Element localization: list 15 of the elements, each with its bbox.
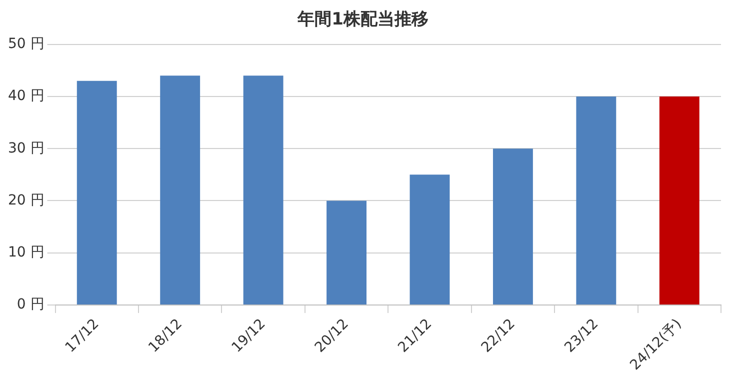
bar	[659, 96, 700, 304]
bar	[326, 200, 366, 304]
y-tick-label: 40 円	[8, 88, 44, 104]
y-tick-label: 30 円	[8, 140, 44, 156]
y-tick-label: 50 円	[8, 36, 44, 52]
chart-title: 年間1株配当推移	[296, 10, 428, 30]
bar	[76, 80, 117, 304]
bar	[160, 76, 200, 304]
bar	[576, 96, 616, 304]
y-tick-label: 0 円	[16, 296, 44, 313]
bar	[492, 148, 533, 304]
y-tick-label: 10 円	[8, 244, 44, 260]
bar	[410, 174, 450, 304]
y-tick-label: 20 円	[8, 192, 44, 208]
bar	[243, 76, 284, 304]
